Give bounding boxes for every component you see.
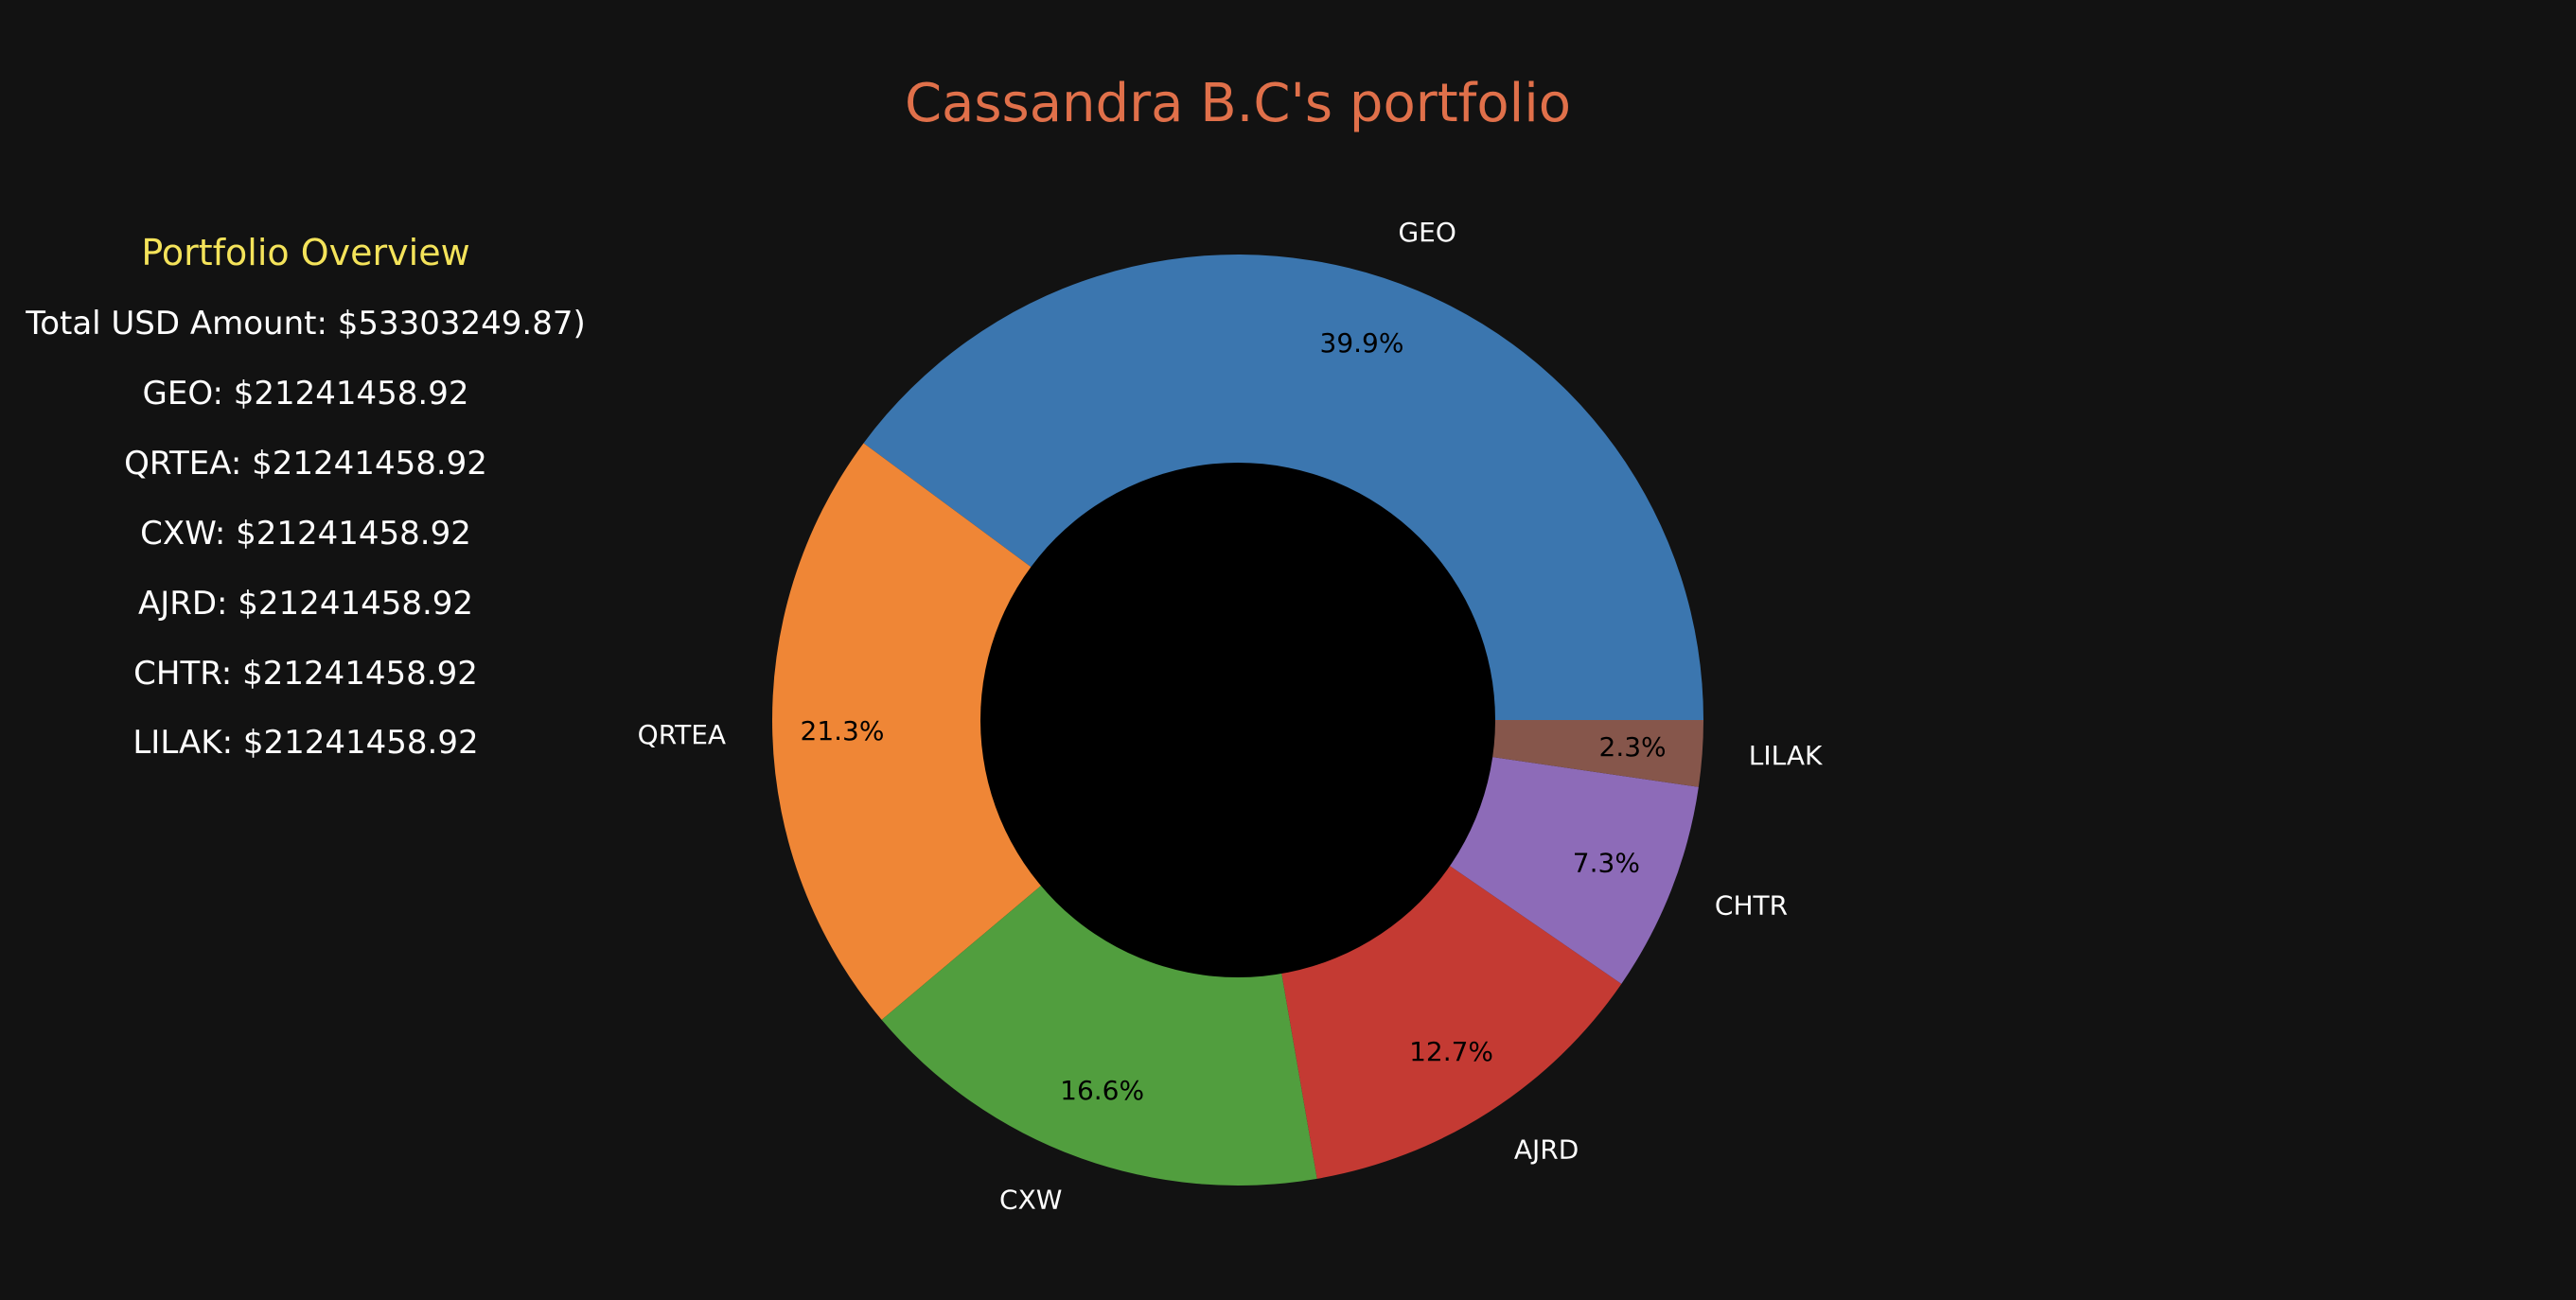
slice-label-chtr: CHTR xyxy=(1715,889,1788,921)
pct-label-geo: 39.9% xyxy=(1320,327,1404,359)
slice-label-qrtea: QRTEA xyxy=(638,719,726,750)
chart-title: Cassandra B.C's portfolio xyxy=(905,73,1571,134)
overview-line-cxw: CXW: $21241458.92 xyxy=(140,515,471,553)
overview-line-qrtea: QRTEA: $21241458.92 xyxy=(124,445,487,483)
slice-label-ajrd: AJRD xyxy=(1514,1134,1579,1166)
portfolio-overview: Portfolio Overview Total USD Amount: $53… xyxy=(25,232,586,762)
overview-line-ajrd: AJRD: $21241458.92 xyxy=(138,585,473,623)
slice-label-cxw: CXW xyxy=(999,1184,1062,1215)
pct-label-lilak: 2.3% xyxy=(1599,731,1667,763)
donut-hole xyxy=(980,463,1495,977)
overview-line-geo: GEO: $21241458.92 xyxy=(142,375,468,413)
overview-total: Total USD Amount: $53303249.87) xyxy=(25,305,586,343)
pct-label-cxw: 16.6% xyxy=(1060,1075,1144,1106)
overview-line-chtr: CHTR: $21241458.92 xyxy=(133,655,478,693)
slice-label-lilak: LILAK xyxy=(1749,740,1823,771)
pct-label-qrtea: 21.3% xyxy=(801,715,885,747)
pct-label-ajrd: 12.7% xyxy=(1409,1036,1493,1067)
slice-label-geo: GEO xyxy=(1398,217,1456,248)
pct-label-chtr: 7.3% xyxy=(1573,848,1640,879)
donut-chart: GEO 39.9% QRTEA 21.3% CXW 16.6% AJRD 12.7% CHTR 7… xyxy=(638,217,1823,1215)
overview-heading: Portfolio Overview xyxy=(141,232,469,273)
overview-line-lilak: LILAK: $21241458.92 xyxy=(132,724,478,762)
